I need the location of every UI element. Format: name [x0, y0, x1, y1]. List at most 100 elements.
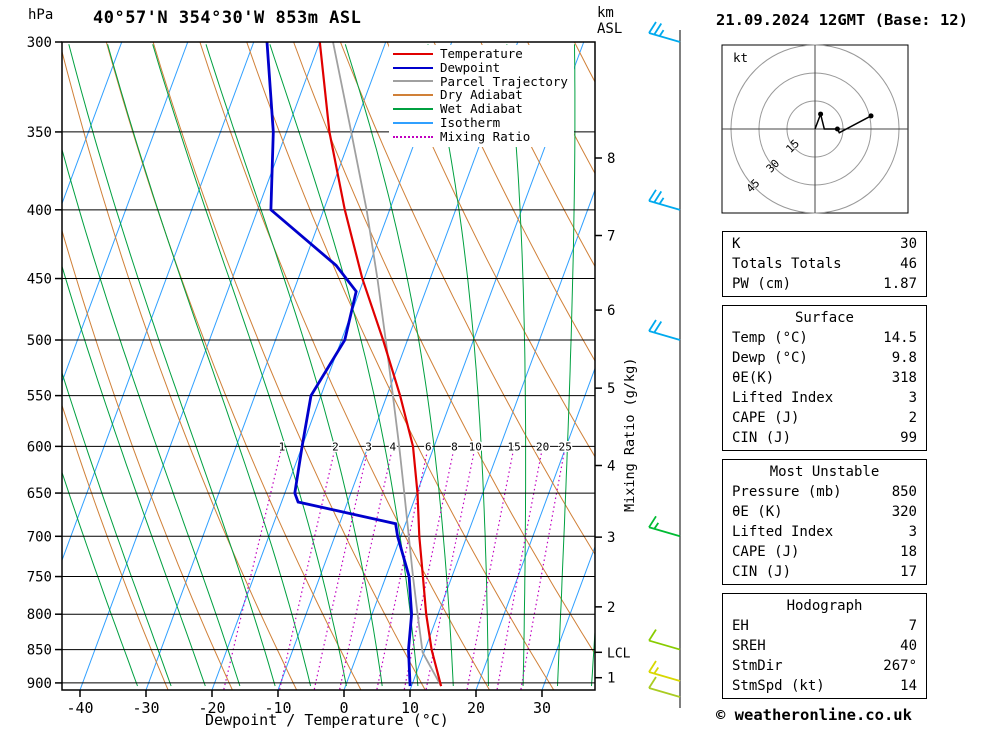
pressure-tick-label: 900: [27, 676, 52, 692]
stats-label: CAPE (J): [732, 544, 800, 560]
stats-value: 18: [900, 544, 917, 560]
hodograph-point: [834, 126, 840, 132]
legend-label: Wet Adiabat: [440, 101, 523, 117]
stats-value: 267°: [883, 658, 917, 674]
pressure-tick-label: 650: [27, 486, 52, 502]
pressure-tick-label: 700: [27, 529, 52, 545]
wet-adiabat-line: [62, 470, 138, 687]
stats-table: Hodograph EH 7 SREH 40 StmDir 267° StmSpd (kt) 1…: [722, 593, 927, 699]
isotherm-line: [277, 42, 519, 690]
km-tick-label: 5: [607, 381, 615, 397]
isotherm-line: [409, 188, 595, 690]
stats-row: CIN (J) 17: [732, 562, 917, 582]
wet-adiabat-line: [557, 44, 576, 687]
dry-adiabat-line: [199, 42, 491, 690]
stats-label: Dewp (°C): [732, 350, 808, 366]
legend-label: Mixing Ratio: [440, 128, 531, 144]
mixing-ratio-line: [376, 452, 428, 690]
mixing-ratio-label: 20: [536, 440, 549, 453]
legend-swatch: [393, 108, 433, 111]
dewpoint-line: [265, 42, 414, 687]
km-tick-label: 2: [607, 600, 615, 616]
temp-tick-label: -40: [66, 699, 93, 717]
mixing-ratio-label: 10: [469, 440, 482, 453]
stats-value: 320: [891, 504, 917, 520]
mixing-ratio-label: 2: [332, 440, 339, 453]
stats-row: Lifted Index 3: [732, 522, 917, 542]
stats-row: Pressure (mb) 850: [732, 482, 917, 502]
skewt-background-lines: [62, 42, 595, 690]
legend-label: Dry Adiabat: [440, 87, 523, 103]
stats-value: 99: [900, 430, 917, 446]
stats-row: CAPE (J) 2: [732, 408, 917, 428]
pressure-tick-label: 450: [27, 272, 52, 288]
pressure-gridlines: [62, 41, 595, 684]
mixing-ratio-label: 1: [279, 440, 286, 453]
wind-barb-staff: [648, 199, 681, 211]
stats-value: 17: [900, 564, 917, 580]
stats-value: 3: [908, 390, 917, 406]
mixing-ratio-line: [339, 452, 393, 690]
stats-table: Surface Temp (°C) 14.5 Dewp (°C) 9.8 θE(K) 318…: [722, 305, 927, 451]
wind-barb-feather: [653, 522, 660, 530]
stats-tables: K 30 Totals Totals 46 PW (cm) 1.87 Surface Temp…: [722, 231, 927, 707]
temp-tick-label: -30: [132, 699, 159, 717]
temp-tick-label: 10: [401, 699, 419, 717]
legend-swatch: [393, 135, 433, 138]
wind-barb-feather: [648, 319, 657, 332]
temp-tick-label: 20: [467, 699, 485, 717]
wet-adiabat-line: [62, 147, 241, 687]
isotherm-line: [541, 545, 595, 690]
stats-row: Totals Totals 46: [732, 254, 917, 274]
isotherm-line: [79, 42, 321, 690]
legend-swatch: [393, 94, 433, 97]
km-axis-unit-label: km ASL: [597, 5, 623, 37]
km-tick-label: 1: [607, 671, 615, 687]
legend-item: Isotherm: [393, 116, 568, 130]
stats-label: SREH: [732, 638, 766, 654]
legend-swatch: [393, 121, 433, 124]
km-tick-label: 4: [607, 459, 615, 475]
stats-row: CIN (J) 99: [732, 428, 917, 448]
dry-adiabat-line: [339, 42, 595, 556]
legend-label: Temperature: [440, 46, 523, 61]
wind-barb-staff: [648, 32, 681, 43]
run-datetime-label: 21.09.2024 12GMT (Base: 12): [716, 11, 968, 29]
isotherm-line: [145, 42, 387, 690]
mixing-ratio-line: [223, 452, 282, 690]
legend: Temperature Dewpoint Parcel Trajectory Dry …: [389, 45, 574, 147]
plot-border: [61, 41, 596, 691]
hodograph-unit-label: kt: [733, 50, 748, 65]
km-tick-label: 6: [607, 303, 615, 319]
stats-table-title: Hodograph: [786, 598, 863, 614]
legend-item: Parcel Trajectory: [393, 74, 568, 89]
stats-row: StmDir 267°: [732, 656, 917, 676]
km-tick-label: LCL: [607, 646, 631, 661]
stats-table: Most Unstable Pressure (mb) 850 θE (K) 320 Li…: [722, 459, 927, 585]
dry-adiabat-line: [62, 49, 298, 690]
mixing-ratio-line: [313, 452, 368, 690]
wet-adiabat-line: [205, 44, 383, 687]
wind-barb-staff: [648, 526, 681, 538]
stats-row: Dewp (°C) 9.8: [732, 348, 917, 368]
wet-adiabat-line: [152, 44, 347, 687]
stats-value: 30: [900, 236, 917, 252]
dry-adiabat-line: [152, 42, 426, 690]
legend-swatch: [393, 80, 433, 83]
wet-adiabat-line: [344, 44, 454, 687]
stats-label: PW (cm): [732, 276, 792, 292]
station-title: 40°57'N 354°30'W 853m ASL: [93, 8, 362, 28]
stats-value: 40: [900, 638, 917, 654]
wind-barb-feather: [653, 321, 663, 334]
wet-adiabat-line: [427, 44, 489, 687]
stats-label: CIN (J): [732, 564, 792, 580]
copyright-label: © weatheronline.co.uk: [716, 706, 912, 724]
temperature-axis-title: Dewpoint / Temperature (°C): [205, 711, 449, 729]
mixing-ratio-line: [496, 452, 543, 690]
stats-row: SREH 40: [732, 636, 917, 656]
isotherm-line: [62, 42, 123, 205]
stats-label: θE(K): [732, 370, 775, 386]
isotherm-line: [62, 42, 189, 384]
legend-item: Mixing Ratio: [393, 128, 568, 144]
dry-adiabat-line: [62, 403, 169, 690]
